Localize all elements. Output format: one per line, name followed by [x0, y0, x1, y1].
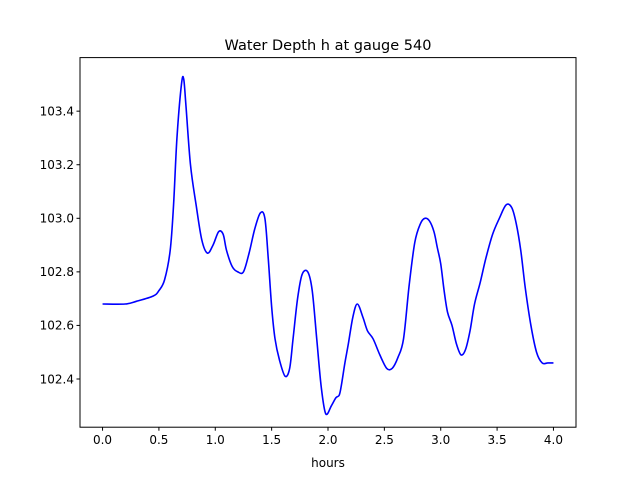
y-tick-label: 103.4: [40, 104, 74, 118]
y-tick-label: 103.2: [40, 158, 74, 172]
y-tick-label: 102.8: [40, 265, 74, 279]
y-tick-label: 102.4: [40, 372, 74, 386]
x-tick-label: 0.0: [93, 433, 112, 447]
series-layer: [102, 75, 554, 416]
axes-frame: [79, 57, 577, 428]
x-tick-label: 0.5: [149, 433, 168, 447]
ticks-layer: 0.0 0.5 1.0 1.5 2.0 2.5 3.0 3.5 4.0 102.4 102.6 102…: [40, 104, 563, 447]
x-tick-label: 3.0: [431, 433, 450, 447]
x-tick-label: 3.5: [488, 433, 507, 447]
x-tick-label: 2.5: [375, 433, 394, 447]
chart-title: Water Depth h at gauge 540: [225, 38, 432, 54]
series-line: [102, 75, 554, 416]
y-tick-label: 102.6: [40, 319, 74, 333]
x-axis-label: hours: [311, 456, 345, 470]
y-tick-label: 103.0: [40, 212, 74, 226]
x-tick-label: 2.0: [318, 433, 337, 447]
x-tick-label: 1.0: [206, 433, 225, 447]
x-tick-label: 1.5: [262, 433, 281, 447]
x-tick-label: 4.0: [544, 433, 563, 447]
